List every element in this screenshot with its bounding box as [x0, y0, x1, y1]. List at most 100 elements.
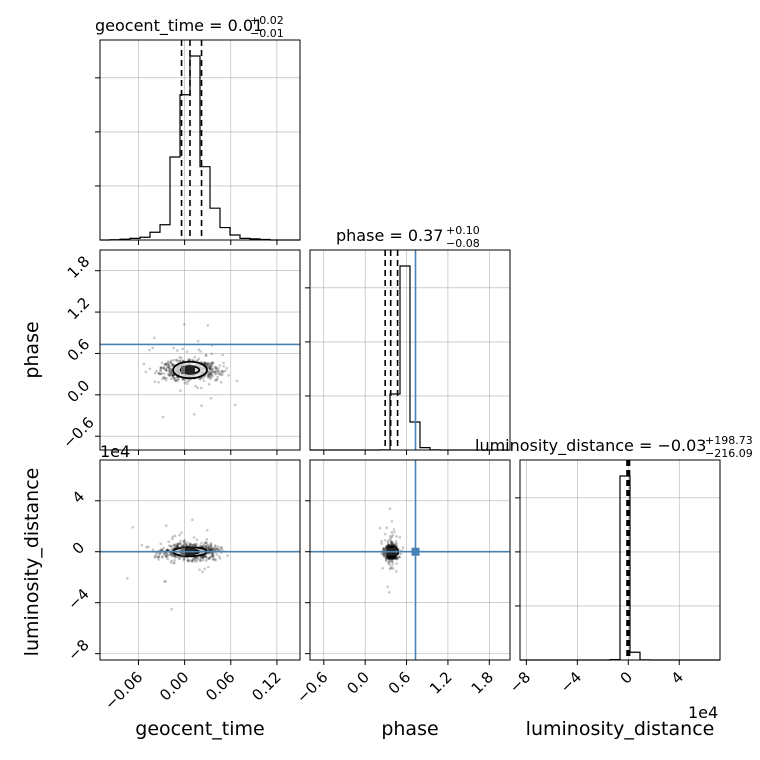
sample-point — [214, 370, 217, 373]
sample-point — [164, 580, 168, 583]
sample-point — [212, 555, 215, 558]
sample-point — [209, 376, 212, 379]
sample-point — [196, 558, 200, 561]
sample-point — [389, 556, 393, 560]
sample-point — [209, 555, 212, 559]
sample-point — [392, 556, 396, 559]
density-peak — [185, 366, 195, 374]
sample-point — [386, 556, 390, 559]
sample-point — [201, 555, 205, 558]
sample-point — [208, 366, 212, 369]
sample-point — [205, 557, 209, 560]
sample-point — [172, 346, 175, 350]
sample-point — [226, 554, 229, 557]
sample-point — [388, 563, 392, 566]
sample-point — [178, 359, 181, 362]
sample-point — [398, 536, 402, 539]
sample-point — [213, 370, 217, 374]
sample-point — [196, 386, 199, 390]
sample-point — [219, 381, 223, 384]
sample-point — [194, 543, 197, 546]
sample-point — [208, 372, 212, 376]
sample-point — [210, 548, 214, 551]
sample-point — [209, 371, 213, 375]
sample-point — [204, 555, 208, 558]
sample-point — [212, 361, 215, 364]
sample-point — [209, 363, 213, 367]
sample-point — [209, 545, 213, 549]
sample-point — [200, 386, 203, 390]
sample-point — [165, 369, 168, 373]
sample-point — [171, 358, 175, 362]
sample-point — [393, 556, 397, 559]
sample-point — [173, 555, 176, 558]
sample-point — [166, 361, 170, 365]
sample-point — [162, 546, 165, 550]
sample-point — [214, 547, 218, 550]
sample-point — [210, 362, 213, 366]
sample-point — [183, 539, 186, 542]
sample-point — [395, 556, 398, 560]
sample-point — [394, 557, 397, 560]
sample-point — [167, 363, 171, 366]
sample-point — [174, 544, 177, 548]
panel-border — [99, 459, 301, 661]
sample-point — [164, 552, 168, 555]
sample-point — [214, 558, 217, 562]
sample-point — [219, 548, 222, 551]
sample-point — [390, 556, 394, 560]
sample-point — [159, 366, 163, 370]
sample-point — [390, 556, 394, 560]
sample-point — [211, 548, 214, 551]
sample-point — [185, 380, 188, 383]
sample-point — [214, 378, 218, 381]
sample-point — [201, 376, 204, 380]
sample-point — [218, 372, 222, 376]
sample-point — [178, 533, 181, 537]
sample-point — [206, 376, 210, 379]
sample-point — [391, 556, 395, 560]
sample-point — [205, 528, 209, 532]
sample-point — [390, 558, 393, 562]
sample-point — [176, 544, 180, 548]
sample-point — [153, 380, 157, 384]
scatter-panel-geocent-time-luminosity-distance: −0.06 0.00 0.06 0.12−8−404 — [64, 459, 301, 713]
sample-point — [393, 557, 397, 560]
sample-point — [209, 397, 213, 400]
sample-point — [169, 371, 173, 375]
sample-point — [157, 555, 161, 558]
sample-point — [182, 558, 185, 562]
sample-point — [157, 555, 161, 558]
sample-point — [217, 554, 221, 558]
sample-point — [210, 373, 213, 377]
sample-point — [391, 542, 394, 546]
sample-point — [173, 558, 176, 562]
sample-point — [160, 372, 164, 375]
sample-point — [157, 380, 160, 384]
sample-point — [204, 545, 208, 549]
sample-point — [395, 556, 398, 560]
title-phase-text: phase = 0.37 — [336, 226, 443, 245]
sample-point — [162, 375, 165, 379]
sample-point — [210, 367, 214, 371]
sample-point — [180, 356, 183, 360]
sample-point — [216, 548, 219, 552]
sample-point — [172, 376, 176, 380]
title-phase: phase = 0.37 +0.10 −0.08 — [336, 224, 480, 250]
sample-point — [203, 361, 206, 364]
sample-point — [205, 537, 209, 541]
sample-point — [196, 359, 200, 362]
sample-point — [235, 379, 239, 383]
sample-point — [389, 538, 392, 542]
sample-point — [190, 559, 194, 562]
sample-point — [386, 585, 389, 589]
sample-point — [184, 542, 188, 546]
x-axis-label-phase: phase — [381, 718, 438, 740]
sample-point — [204, 362, 207, 366]
sample-point — [188, 542, 191, 545]
sample-point — [187, 558, 190, 562]
sample-point — [148, 348, 151, 352]
sample-point — [167, 364, 171, 368]
sample-point — [159, 366, 163, 370]
sample-point — [391, 544, 395, 547]
